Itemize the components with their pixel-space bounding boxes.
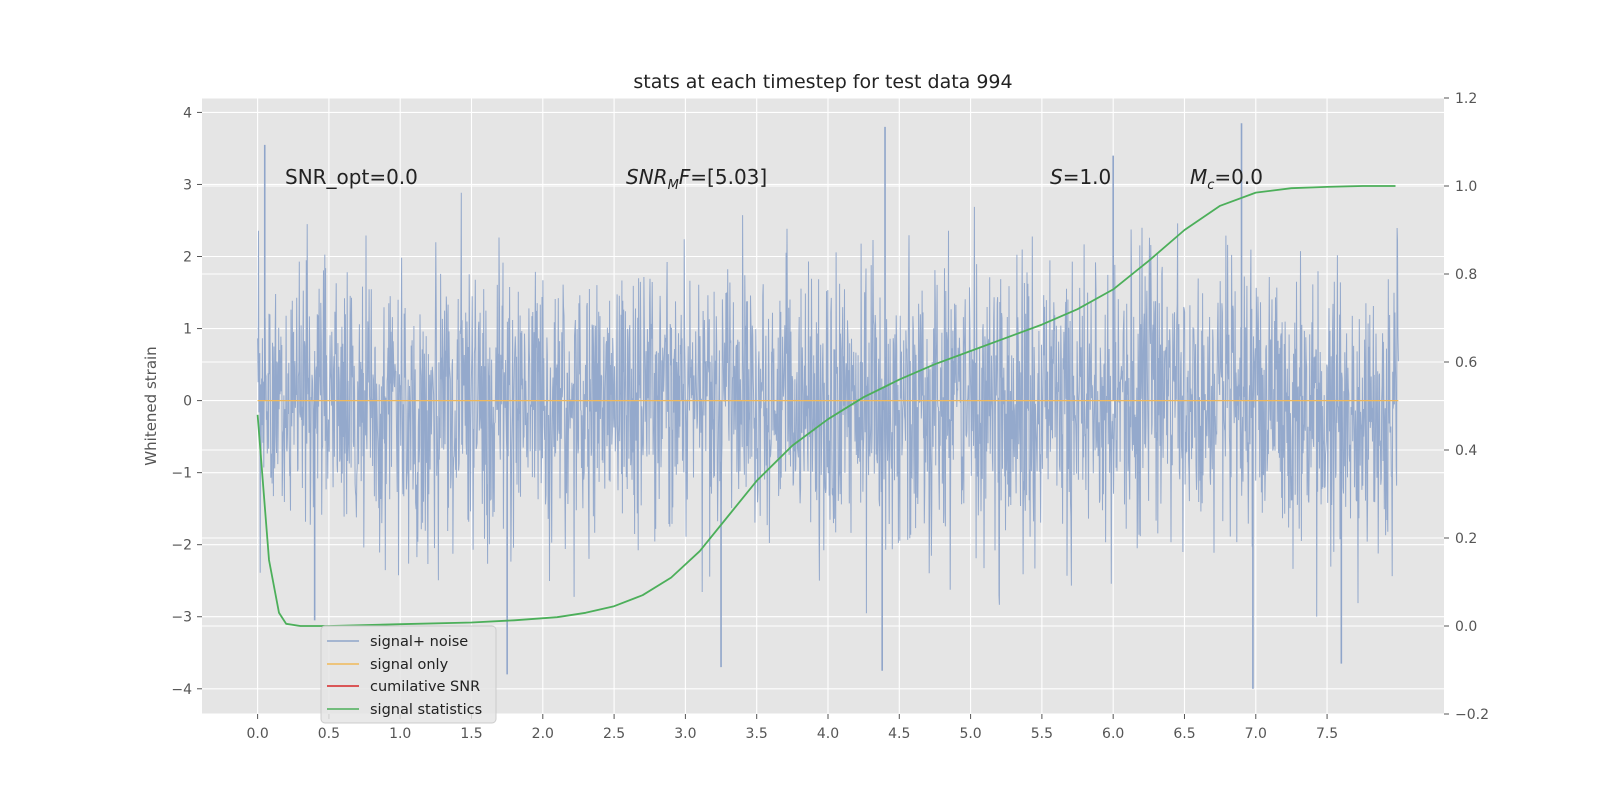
x-tick-label: 0.5 bbox=[318, 726, 340, 742]
y-tick-label: −1 bbox=[171, 466, 192, 482]
y2-tick-label: 1.0 bbox=[1455, 179, 1477, 195]
annotation-snr-mf: SNRMF=[5.03] bbox=[626, 165, 767, 193]
annotation-mc: Mc=0.0 bbox=[1190, 165, 1263, 193]
x-tick-label: 3.0 bbox=[674, 726, 696, 742]
x-tick-label: 5.0 bbox=[959, 726, 981, 742]
legend: signal+ noise signal only cumilative SNR… bbox=[320, 625, 497, 724]
x-tick-label: 6.0 bbox=[1102, 726, 1124, 742]
chart-title: stats at each timestep for test data 994 bbox=[633, 71, 1012, 93]
axis-ticks: 0.0 0.5 1.0 1.5 2.0 2.5 3.0 3.5 4.0 4.5 5.0 5.5 6.0 6… bbox=[171, 91, 1489, 742]
annotation-s: S=1.0 bbox=[1050, 165, 1111, 189]
x-tick-label: 0.0 bbox=[246, 726, 268, 742]
y2-tick-label: 0.6 bbox=[1455, 355, 1477, 371]
y-tick-label: −2 bbox=[171, 538, 192, 554]
x-tick-label: 4.0 bbox=[817, 726, 839, 742]
y2-tick-label: 0.8 bbox=[1455, 267, 1477, 283]
y-tick-label: −4 bbox=[171, 682, 192, 698]
x-tick-label: 2.5 bbox=[603, 726, 625, 742]
series-lines bbox=[256, 185, 1399, 627]
y2-tick-label: 0.2 bbox=[1455, 531, 1477, 547]
x-tick-label: 6.5 bbox=[1173, 726, 1195, 742]
signal-noise-trace bbox=[257, 192, 1399, 617]
y2-tick-label: −0.2 bbox=[1455, 707, 1489, 723]
y-tick-label: 1 bbox=[183, 322, 192, 338]
y-tick-label: −3 bbox=[171, 610, 192, 626]
y2-tick-label: 0.0 bbox=[1455, 619, 1477, 635]
x-tick-label: 5.5 bbox=[1031, 726, 1053, 742]
y-tick-label: 3 bbox=[183, 177, 192, 193]
legend-box bbox=[320, 625, 497, 724]
x-tick-label: 4.5 bbox=[888, 726, 910, 742]
legend-label-signal-noise: signal+ noise bbox=[370, 634, 468, 650]
signal-statistics-line bbox=[256, 185, 1396, 627]
x-tick-label: 7.5 bbox=[1316, 726, 1338, 742]
annotation-snr-opt: SNR_opt=0.0 bbox=[285, 165, 418, 189]
x-tick-label: 1.0 bbox=[389, 726, 411, 742]
x-tick-label: 1.5 bbox=[460, 726, 482, 742]
legend-label-signal-only: signal only bbox=[370, 657, 449, 673]
y-tick-label: 0 bbox=[183, 394, 192, 410]
x-tick-label: 2.0 bbox=[532, 726, 554, 742]
legend-label-signal-statistics: signal statistics bbox=[370, 702, 482, 718]
series-signal-noise bbox=[257, 123, 1399, 689]
annotations: SNR_opt=0.0 SNRMF=[5.03] S=1.0 Mc=0.0 bbox=[285, 165, 1263, 193]
y-tick-label: 2 bbox=[183, 250, 192, 266]
y2-tick-label: 1.2 bbox=[1455, 91, 1477, 107]
y2-tick-label: 0.4 bbox=[1455, 443, 1477, 459]
x-tick-label: 7.0 bbox=[1245, 726, 1267, 742]
y-tick-label: 4 bbox=[183, 105, 192, 121]
y-axis-label: Whitened strain bbox=[142, 346, 160, 465]
x-tick-label: 3.5 bbox=[746, 726, 768, 742]
legend-label-cumilative-snr: cumilative SNR bbox=[370, 679, 480, 695]
